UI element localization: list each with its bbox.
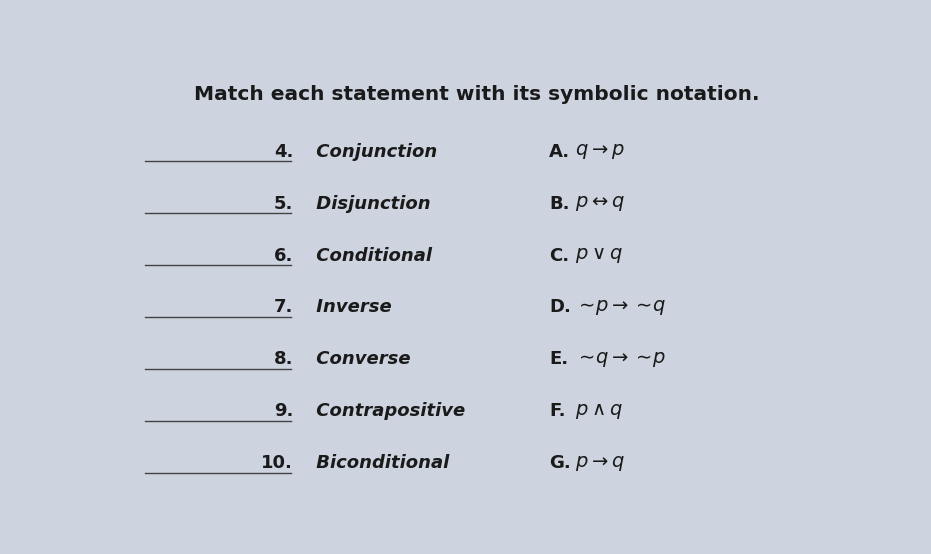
Text: Converse: Converse — [310, 350, 411, 368]
Text: Contrapositive: Contrapositive — [310, 402, 465, 420]
Text: $\mathit{\sim}\!p \rightarrow \mathit{\sim}\!q$: $\mathit{\sim}\!p \rightarrow \mathit{\s… — [574, 298, 666, 317]
Text: $q \rightarrow p$: $q \rightarrow p$ — [574, 142, 625, 161]
Text: $p \wedge q$: $p \wedge q$ — [574, 402, 623, 421]
Text: D.: D. — [549, 299, 571, 316]
Text: Disjunction: Disjunction — [310, 194, 430, 213]
Text: $p \leftrightarrow q$: $p \leftrightarrow q$ — [574, 194, 625, 213]
Text: 5.: 5. — [274, 194, 293, 213]
Text: E.: E. — [549, 350, 569, 368]
Text: B.: B. — [549, 194, 570, 213]
Text: 7.: 7. — [274, 299, 293, 316]
Text: Conditional: Conditional — [310, 247, 432, 265]
Text: C.: C. — [549, 247, 570, 265]
Text: 10.: 10. — [262, 454, 293, 472]
Text: Conjunction: Conjunction — [310, 143, 437, 161]
Text: Inverse: Inverse — [310, 299, 392, 316]
Text: F.: F. — [549, 402, 566, 420]
Text: $p \vee q$: $p \vee q$ — [574, 246, 623, 265]
Text: A.: A. — [549, 143, 571, 161]
Text: 9.: 9. — [274, 402, 293, 420]
Text: $\mathit{\sim}\!q \rightarrow \mathit{\sim}\!p$: $\mathit{\sim}\!q \rightarrow \mathit{\s… — [574, 350, 666, 369]
Text: 6.: 6. — [274, 247, 293, 265]
Text: 4.: 4. — [274, 143, 293, 161]
Text: 8.: 8. — [274, 350, 293, 368]
Text: G.: G. — [549, 454, 571, 472]
Text: $p \rightarrow q$: $p \rightarrow q$ — [574, 454, 625, 473]
Text: Match each statement with its symbolic notation.: Match each statement with its symbolic n… — [195, 85, 760, 104]
Text: Biconditional: Biconditional — [310, 454, 449, 472]
